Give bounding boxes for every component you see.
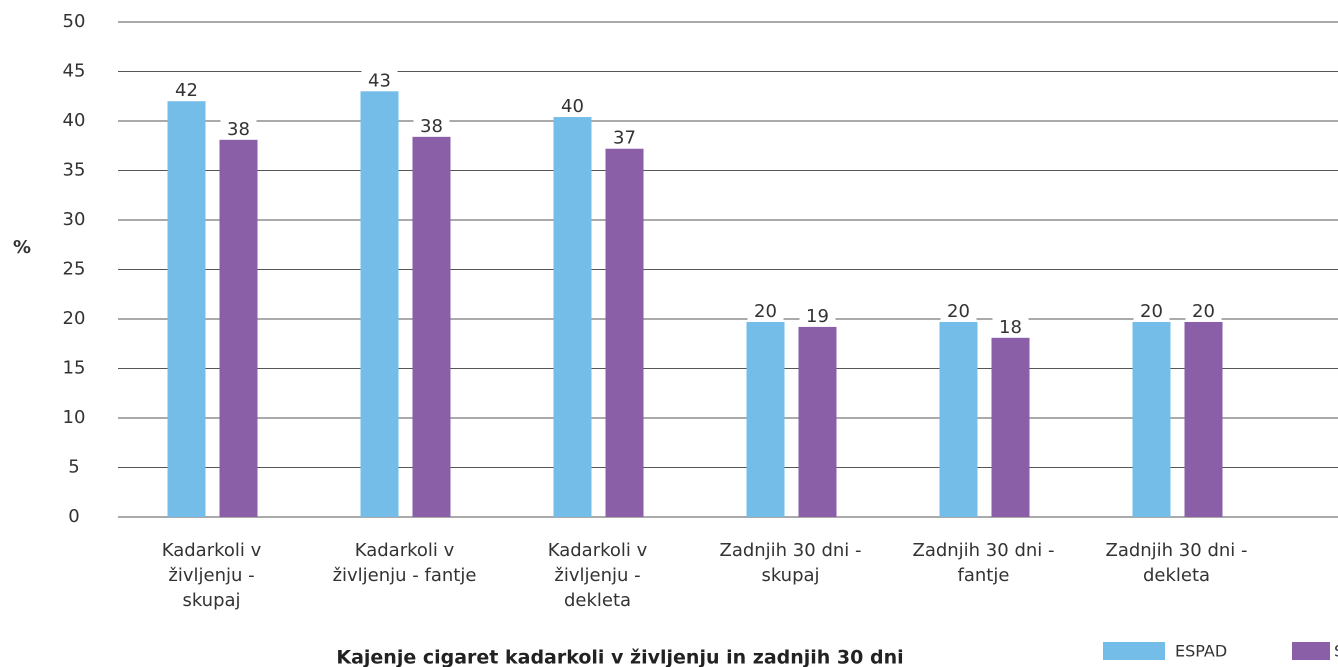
label-bg: [1133, 300, 1170, 321]
bar: [1132, 321, 1171, 517]
label-bg: [747, 300, 784, 321]
bar: [167, 101, 206, 517]
bar: [605, 148, 644, 517]
x-tick-label: Kadarkoli v življenju - fantje: [332, 540, 477, 586]
label-bg: [1185, 300, 1222, 321]
y-tick-label: 30: [63, 209, 86, 230]
label-bg: [606, 127, 643, 148]
legend-swatch: [1103, 642, 1165, 660]
data-label: 20: [947, 301, 970, 322]
bar: [412, 136, 451, 517]
data-label: 38: [420, 116, 443, 137]
y-tick-label: 15: [63, 358, 86, 379]
data-label: 20: [1140, 301, 1163, 322]
label-bg: [940, 300, 977, 321]
label-bg: [799, 305, 836, 326]
bar: [939, 321, 978, 517]
bar: [746, 321, 785, 517]
data-label: 20: [1192, 301, 1215, 322]
data-label: 18: [999, 317, 1022, 338]
data-label: 19: [806, 306, 829, 327]
data-label: 43: [368, 70, 391, 91]
y-tick-label: 35: [63, 160, 86, 181]
bar: [1184, 321, 1223, 517]
chart-title: Kajenje cigaret kadarkoli v življenju in…: [336, 647, 903, 667]
data-label: 42: [175, 80, 198, 101]
bar: [219, 139, 258, 517]
label-bg: [220, 118, 257, 139]
legend-swatch: [1292, 642, 1330, 660]
data-label: 38: [227, 119, 250, 140]
label-bg: [554, 96, 591, 117]
x-tick-label: Zadnjih 30 dni - dekleta: [1105, 540, 1248, 586]
data-label: 40: [561, 96, 584, 117]
x-tick-label: Kadarkoli v življenju - skupaj: [161, 540, 262, 611]
legend-label: ESPAD: [1175, 642, 1227, 661]
data-label: 20: [754, 301, 777, 322]
y-tick-label: 0: [68, 506, 79, 527]
label-bg: [413, 115, 450, 136]
y-tick-label: 10: [63, 407, 86, 428]
y-tick-label: 45: [63, 61, 86, 82]
bar: [553, 117, 592, 517]
data-label: 37: [613, 128, 636, 149]
y-tick-label: 25: [63, 259, 86, 280]
label-bg: [992, 316, 1029, 337]
label-bg: [168, 80, 205, 101]
legend-label: SI: [1334, 642, 1338, 661]
x-tick-label: Kadarkoli v življenju - dekleta: [547, 540, 648, 611]
y-tick-label: 20: [63, 308, 86, 329]
y-tick-label: 5: [68, 457, 79, 478]
bar: [798, 326, 837, 517]
y-tick-label: 50: [63, 11, 86, 32]
y-axis-label: %: [13, 237, 31, 258]
bar: [360, 91, 399, 518]
x-tick-label: Zadnjih 30 dni - fantje: [912, 540, 1055, 586]
label-bg: [361, 70, 398, 91]
bar: [991, 337, 1030, 517]
x-tick-label: Zadnjih 30 dni - skupaj: [719, 540, 862, 586]
y-tick-label: 40: [63, 110, 86, 131]
